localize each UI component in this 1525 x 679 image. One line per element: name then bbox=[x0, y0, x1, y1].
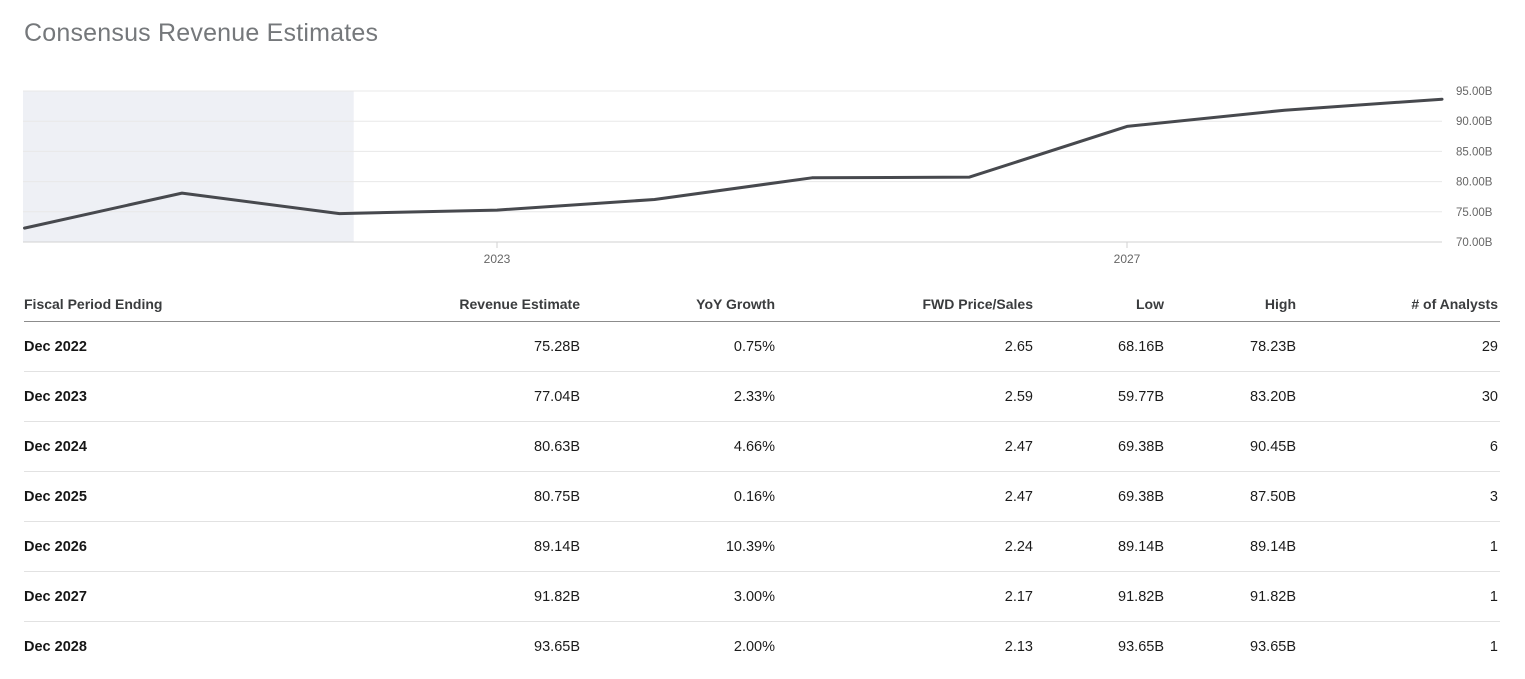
cell-low: 59.77B bbox=[1033, 371, 1164, 422]
cell-low: 89.14B bbox=[1033, 521, 1164, 572]
y-axis-label: 75.00B bbox=[1456, 207, 1493, 219]
y-axis-label: 90.00B bbox=[1456, 116, 1493, 128]
cell-analysts: 3 bbox=[1296, 471, 1500, 522]
cell-yoy: 2.33% bbox=[580, 371, 775, 422]
cell-period: Dec 2025 bbox=[24, 471, 354, 522]
cell-yoy: 10.39% bbox=[580, 521, 775, 572]
cell-revenue: 80.75B bbox=[354, 471, 580, 522]
cell-period: Dec 2027 bbox=[24, 571, 354, 622]
x-axis-label: 2027 bbox=[1114, 252, 1141, 266]
column-header-revenue-estimate: Revenue Estimate bbox=[354, 286, 580, 322]
column-header-num-analysts: # of Analysts bbox=[1296, 286, 1500, 322]
estimates-table: Fiscal Period Ending Revenue Estimate Yo… bbox=[24, 286, 1500, 671]
cell-revenue: 80.63B bbox=[354, 421, 580, 472]
table-row: Dec 2022 75.28B 0.75% 2.65 68.16B 78.23B 29 bbox=[24, 321, 1500, 372]
column-header-low: Low bbox=[1033, 286, 1164, 322]
cell-analysts: 6 bbox=[1296, 421, 1500, 472]
cell-period: Dec 2023 bbox=[24, 371, 354, 422]
cell-yoy: 2.00% bbox=[733, 638, 775, 655]
cell-analysts: 1 bbox=[1296, 521, 1500, 572]
cell-yoy: 0.75% bbox=[580, 321, 775, 372]
cell-analysts: 1 bbox=[1296, 571, 1500, 622]
column-header-fwd-price-sales: FWD Price/Sales bbox=[775, 286, 1033, 322]
cell-period: Dec 2024 bbox=[24, 421, 354, 472]
cell-high: 93.65B bbox=[1250, 638, 1296, 655]
column-header-high: High bbox=[1164, 286, 1296, 322]
column-header-yoy-growth: YoY Growth bbox=[580, 286, 775, 322]
revenue-chart-canvas: 95.00B 90.00B 85.00B 80.00B 75.00B 70.00B 2023… bbox=[23, 86, 1493, 266]
page-title: Consensus Revenue Estimates bbox=[24, 19, 379, 47]
table-row: Dec 2027 91.82B 3.00% 2.17 91.82B 91.82B 1 bbox=[24, 571, 1500, 622]
y-axis-label: 70.00B bbox=[1456, 237, 1493, 249]
historical-shade bbox=[23, 91, 354, 242]
cell-revenue: 93.65B bbox=[534, 638, 580, 655]
y-axis-label: 95.00B bbox=[1456, 86, 1493, 98]
cell-low: 68.16B bbox=[1033, 321, 1164, 372]
cell-fwd_ps: 2.65 bbox=[775, 321, 1033, 372]
table-header-row: Fiscal Period Ending Revenue Estimate Yo… bbox=[24, 286, 1500, 322]
cell-period: Dec 2026 bbox=[24, 521, 354, 572]
table-row: Dec 2026 89.14B 10.39% 2.24 89.14B 89.14B 1 bbox=[24, 521, 1500, 572]
table-header: Fiscal Period Ending Revenue Estimate Yo… bbox=[24, 286, 1500, 322]
cell-low: 91.82B bbox=[1033, 571, 1164, 622]
cell-low: 69.38B bbox=[1033, 421, 1164, 472]
cell-period: Dec 2028 bbox=[24, 638, 87, 655]
cell-period: Dec 2022 bbox=[24, 321, 354, 372]
cell-analysts: 29 bbox=[1296, 321, 1500, 372]
cell-revenue: 75.28B bbox=[354, 321, 580, 372]
cell-fwd_ps: 2.13 bbox=[1004, 638, 1033, 655]
table-row: Dec 2023 77.04B 2.33% 2.59 59.77B 83.20B 30 bbox=[24, 371, 1500, 422]
table-row: Dec 2028 93.65B 2.00% 2.13 93.65B 93.65B 1 bbox=[24, 622, 1500, 672]
cell-high: 89.14B bbox=[1164, 521, 1296, 572]
revenue-line bbox=[23, 97, 1444, 230]
cell-revenue: 91.82B bbox=[354, 571, 580, 622]
cell-high: 90.45B bbox=[1164, 421, 1296, 472]
y-axis-label: 85.00B bbox=[1456, 146, 1493, 158]
cell-yoy: 3.00% bbox=[580, 571, 775, 622]
cell-fwd_ps: 2.47 bbox=[775, 471, 1033, 522]
cell-high: 78.23B bbox=[1164, 321, 1296, 372]
cell-analysts: 30 bbox=[1296, 371, 1500, 422]
table-row: Dec 2024 80.63B 4.66% 2.47 69.38B 90.45B 6 bbox=[24, 421, 1500, 472]
cell-high: 91.82B bbox=[1164, 571, 1296, 622]
cell-analysts: 1 bbox=[1489, 638, 1498, 655]
cell-fwd_ps: 2.24 bbox=[775, 521, 1033, 572]
cell-fwd_ps: 2.47 bbox=[775, 421, 1033, 472]
table-body: Dec 2022 75.28B 0.75% 2.65 68.16B 78.23B 29 Dec… bbox=[24, 321, 1500, 672]
cell-fwd_ps: 2.59 bbox=[775, 371, 1033, 422]
cell-yoy: 0.16% bbox=[580, 471, 775, 522]
cell-yoy: 4.66% bbox=[580, 421, 775, 472]
cell-high: 83.20B bbox=[1164, 371, 1296, 422]
cell-revenue: 89.14B bbox=[354, 521, 580, 572]
column-header-fiscal-period-ending: Fiscal Period Ending bbox=[24, 286, 354, 322]
y-axis-label: 80.00B bbox=[1456, 177, 1493, 189]
cell-fwd_ps: 2.17 bbox=[775, 571, 1033, 622]
cell-low: 93.65B bbox=[1118, 638, 1164, 655]
revenue-chart: 95.00B 90.00B 85.00B 80.00B 75.00B 70.00B 2023… bbox=[0, 80, 1525, 280]
x-axis-label: 2023 bbox=[484, 252, 511, 266]
cell-high: 87.50B bbox=[1164, 471, 1296, 522]
cell-revenue: 77.04B bbox=[354, 371, 580, 422]
table-row: Dec 2025 80.75B 0.16% 2.47 69.38B 87.50B 3 bbox=[24, 471, 1500, 522]
cell-low: 69.38B bbox=[1033, 471, 1164, 522]
